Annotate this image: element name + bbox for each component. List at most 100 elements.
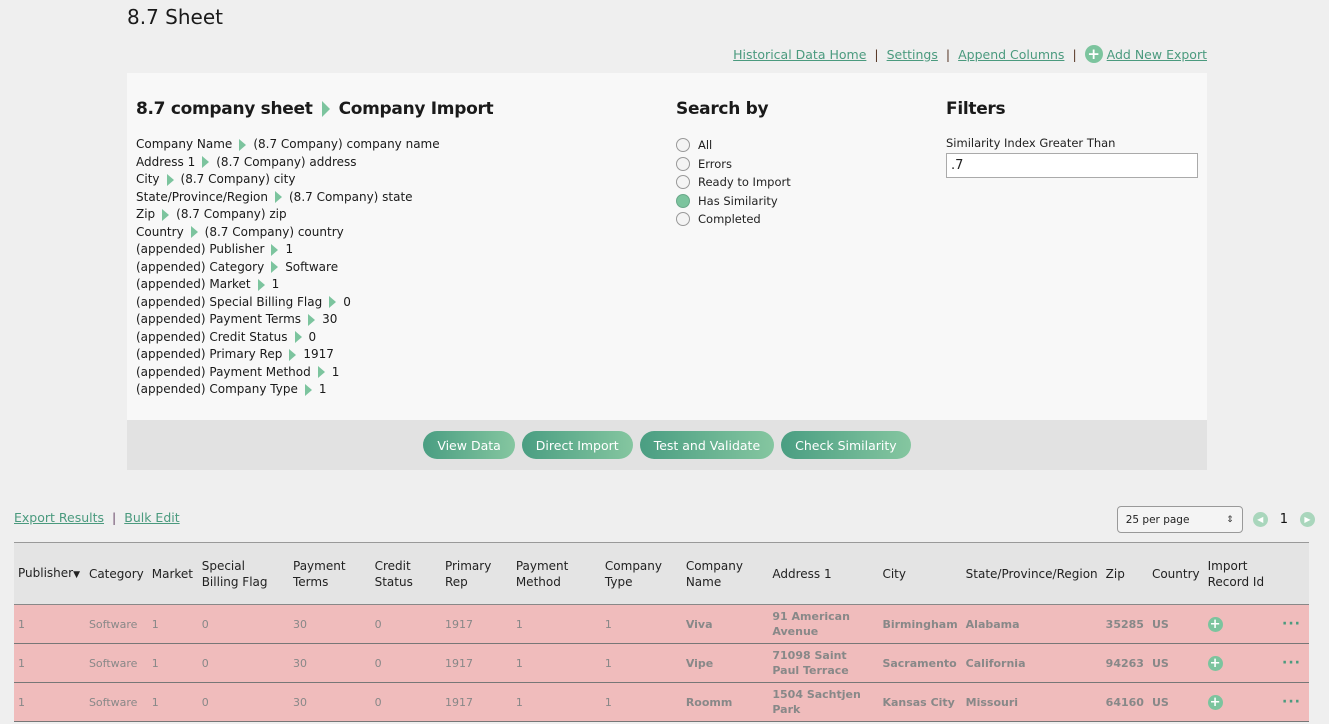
radio-label: All (698, 138, 713, 152)
mapping-row: (appended) Company Type 1 (136, 381, 493, 399)
cell-market: 1 (151, 695, 159, 709)
mapping-row: State/Province/Region (8.7 Company) state (136, 189, 493, 207)
mapping-row: City (8.7 Company) city (136, 171, 493, 189)
radio-button[interactable] (676, 212, 690, 227)
separator: | (112, 510, 117, 525)
mapping-value: (8.7 Company) zip (176, 207, 287, 221)
cell-market: 1 (151, 656, 159, 670)
radio-label: Errors (698, 156, 733, 171)
cell-country: US (1151, 617, 1169, 631)
col-city[interactable]: City (882, 566, 906, 581)
more-options-icon[interactable]: ··· (1282, 615, 1301, 632)
mapping-field: Country (136, 224, 184, 239)
more-options-icon[interactable]: ··· (1282, 654, 1301, 671)
col-zip[interactable]: Zip (1105, 566, 1125, 581)
source-sheet-name: 8.7 company sheet (136, 99, 313, 119)
col-address-1[interactable]: Address 1 (772, 566, 832, 581)
test-and-validate-button[interactable]: Test and Validate (639, 431, 775, 459)
col-country[interactable]: Country (1151, 566, 1200, 581)
col-company-type[interactable]: Company Type (604, 558, 662, 589)
cell-rep: 1917 (444, 656, 473, 670)
cell-category: Software (88, 617, 138, 631)
col-market[interactable]: Market (151, 566, 194, 581)
cell-city: Birmingham (882, 617, 958, 631)
cell-actions: ··· (1278, 644, 1309, 683)
arrow-right-icon (317, 366, 325, 379)
arrow-right-icon (271, 261, 279, 274)
mapping-value: 1 (331, 364, 340, 379)
cell-category: Software (88, 656, 138, 670)
append-columns-link[interactable]: Append Columns (958, 46, 1065, 62)
search-option-all[interactable]: All (676, 136, 791, 155)
col-primary-rep[interactable]: Primary Rep (444, 558, 492, 589)
col-publisher[interactable]: Publisher▼ (18, 565, 81, 580)
col-payment-terms[interactable]: Payment Terms (293, 558, 346, 589)
cell-method: 1 (515, 617, 523, 631)
table-row[interactable]: 1 Software 1 0 30 0 1917 1 1 Vipe 71098 Saint Paul… (14, 643, 1309, 683)
arrow-right-icon (271, 243, 279, 256)
mapping-field: (appended) Payment Terms (136, 312, 302, 326)
mapping-field: Zip (136, 207, 156, 221)
col-special-billing-flag[interactable]: Special Billing Flag (201, 558, 268, 589)
bulk-edit-link[interactable]: Bulk Edit (124, 510, 180, 525)
cell-publisher: 1 (18, 695, 25, 709)
col-credit-status[interactable]: Credit Status (374, 558, 413, 589)
mapping-value: (8.7 Company) company name (253, 137, 440, 151)
direct-import-button[interactable]: Direct Import (521, 431, 633, 459)
add-new-export-link[interactable]: Add New Export (1106, 46, 1207, 62)
cell-type: 1 (604, 617, 612, 631)
similarity-index-input[interactable] (946, 153, 1198, 178)
cell-rep: 1917 (444, 695, 473, 709)
mapping-row: (appended) Payment Terms 30 (136, 311, 493, 329)
cell-actions: ··· (1278, 683, 1309, 722)
more-options-icon[interactable]: ··· (1282, 693, 1301, 710)
col-state[interactable]: State/Province/Region (965, 566, 1098, 581)
pagination: 25 per page ⇕ ◀ 1 ▶ (1116, 506, 1315, 533)
add-record-icon[interactable]: + (1207, 694, 1223, 710)
col-payment-method[interactable]: Payment Method (515, 558, 569, 589)
check-similarity-button[interactable]: Check Similarity (781, 431, 911, 459)
col-import-record-id[interactable]: Import Record Id (1207, 558, 1265, 589)
settings-link[interactable]: Settings (886, 46, 938, 62)
mapping-row: Address 1 (8.7 Company) address (136, 154, 493, 172)
historical-data-home-link[interactable]: Historical Data Home (733, 46, 867, 62)
table-row[interactable]: 1 Software 1 0 30 0 1917 1 1 Roomm 1504 Sachtjen P… (14, 682, 1309, 722)
col-category[interactable]: Category (88, 566, 144, 581)
cell-billing: 0 (201, 656, 209, 670)
radio-button[interactable] (676, 156, 690, 171)
cell-import-record-id: + (1204, 683, 1278, 722)
cell-name: Viva (685, 617, 713, 631)
mapping-title: 8.7 company sheet Company Import (136, 99, 494, 119)
col-company-name[interactable]: Company Name (685, 558, 743, 589)
cell-import-record-id: + (1204, 605, 1278, 644)
radio-button[interactable] (676, 175, 690, 190)
add-record-icon[interactable]: + (1207, 616, 1223, 632)
prev-page-icon[interactable]: ◀ (1252, 512, 1268, 527)
cell-state: Alabama (965, 617, 1020, 631)
mapping-field: (appended) Category (136, 259, 265, 274)
per-page-select[interactable]: 25 per page ⇕ (1116, 506, 1243, 533)
arrow-right-icon (239, 138, 247, 151)
search-option-errors[interactable]: Errors (676, 155, 791, 174)
arrow-right-icon (162, 208, 170, 221)
add-record-icon[interactable]: + (1207, 655, 1223, 671)
next-page-icon[interactable]: ▶ (1300, 512, 1315, 527)
plus-circle-icon[interactable]: + (1084, 45, 1103, 63)
view-data-button[interactable]: View Data (423, 431, 515, 459)
arrow-right-icon (289, 348, 297, 361)
cell-terms: 30 (293, 656, 307, 670)
export-results-link[interactable]: Export Results (14, 510, 105, 525)
mapping-row: Company Name (8.7 Company) company name (136, 136, 493, 154)
cell-method: 1 (515, 656, 523, 670)
radio-button[interactable] (676, 193, 690, 208)
cell-credit: 0 (374, 695, 382, 709)
radio-button[interactable] (676, 138, 690, 153)
select-arrows-icon: ⇕ (1226, 514, 1234, 525)
search-option-completed[interactable]: Completed (676, 210, 791, 229)
table-row[interactable]: 1 Software 1 0 30 0 1917 1 1 Viva 91 American Aven… (14, 604, 1309, 644)
search-option-ready-to-import[interactable]: Ready to Import (676, 173, 791, 192)
mapping-field: City (136, 172, 160, 186)
cell-import-record-id: + (1204, 644, 1278, 683)
search-option-has-similarity[interactable]: Has Similarity (676, 192, 791, 211)
cell-country: US (1151, 656, 1169, 670)
